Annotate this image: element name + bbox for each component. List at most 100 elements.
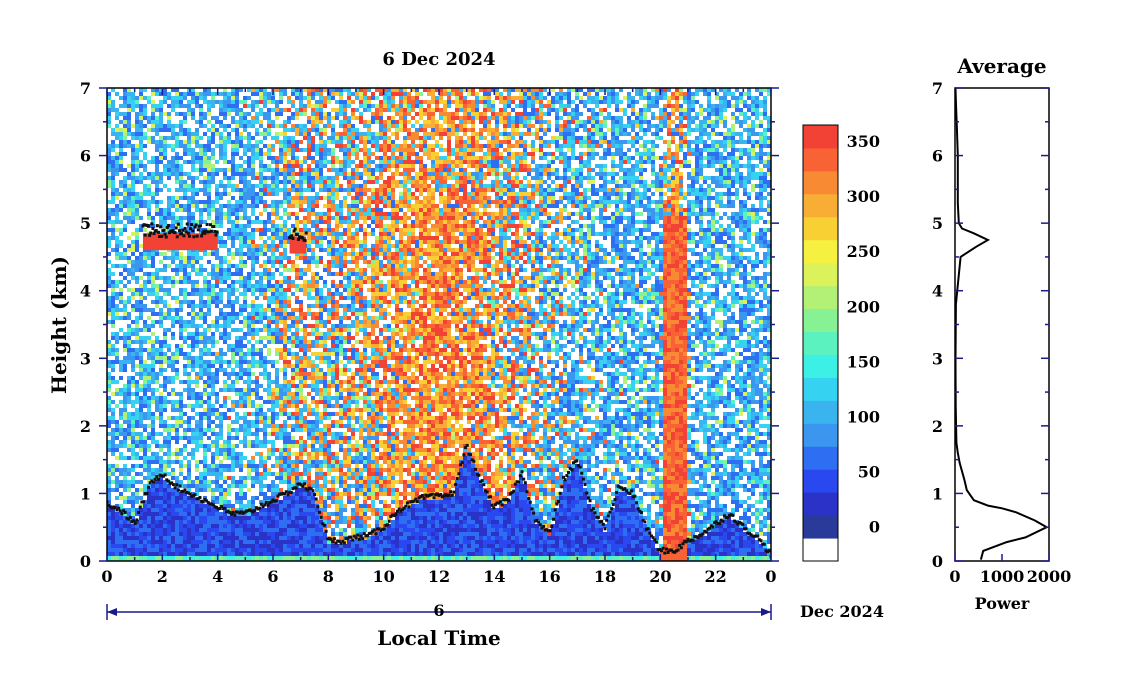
heatmap-cell <box>223 268 227 272</box>
heatmap-cell <box>107 528 111 532</box>
heatmap-cell <box>283 536 287 540</box>
heatmap-cell <box>195 336 199 340</box>
heatmap-cell <box>323 432 327 436</box>
heatmap-cell <box>287 316 291 320</box>
heatmap-cell <box>315 344 319 348</box>
heatmap-cell <box>135 324 139 328</box>
heatmap-cell <box>227 444 231 448</box>
heatmap-cell <box>235 188 239 192</box>
heatmap-cell <box>315 408 319 412</box>
heatmap-cell <box>295 500 299 504</box>
heatmap-cell <box>263 164 267 168</box>
heatmap-cell <box>215 316 219 320</box>
heatmap-cell <box>195 312 199 316</box>
heatmap-cell <box>123 536 127 540</box>
heatmap-cell <box>107 552 111 556</box>
heatmap-cell <box>239 224 243 228</box>
heatmap-cell <box>175 476 179 480</box>
heatmap-cell <box>195 400 199 404</box>
heatmap-cell <box>111 364 115 368</box>
heatmap-cell <box>139 512 143 516</box>
heatmap-cell <box>111 176 115 180</box>
heatmap-cell <box>299 536 303 540</box>
heatmap-cell <box>155 404 159 408</box>
heatmap-cell <box>271 248 275 252</box>
heatmap-cell <box>295 392 299 396</box>
heatmap-cell <box>155 480 159 484</box>
heatmap-cell <box>279 244 283 248</box>
heatmap-cell <box>115 112 119 116</box>
heatmap-cell <box>143 144 147 148</box>
heatmap-cell <box>319 324 323 328</box>
heatmap-cell <box>207 192 211 196</box>
heatmap-cell <box>143 136 147 140</box>
heatmap-cell <box>179 112 183 116</box>
heatmap-cell <box>215 536 219 540</box>
heatmap-cell <box>327 448 331 452</box>
heatmap-cell <box>267 388 271 392</box>
heatmap-cell <box>283 176 287 180</box>
heatmap-cell <box>279 312 283 316</box>
heatmap-cell <box>251 332 255 336</box>
heatmap-cell <box>167 204 171 208</box>
heatmap-cell <box>243 152 247 156</box>
heatmap-cell <box>195 292 199 296</box>
heatmap-cell <box>139 496 143 500</box>
heatmap-cell <box>283 156 287 160</box>
heatmap-cell <box>311 384 315 388</box>
heatmap-cell <box>303 228 307 232</box>
heatmap-cell <box>311 180 315 184</box>
heatmap-cell <box>315 288 319 292</box>
heatmap-cell <box>283 152 287 156</box>
heatmap-cell <box>203 352 207 356</box>
heatmap-cell <box>159 528 163 532</box>
heatmap-cell <box>191 496 195 500</box>
heatmap-cell <box>259 536 263 540</box>
heatmap-cell <box>199 416 203 420</box>
heatmap-cell <box>319 116 323 120</box>
heatmap-cell <box>299 472 303 476</box>
heatmap-cell <box>187 92 191 96</box>
heatmap-cell <box>279 396 283 400</box>
heatmap-cell <box>283 512 287 516</box>
heatmap-cell <box>195 152 199 156</box>
heatmap-cell <box>307 548 311 552</box>
heatmap-cell <box>127 92 131 96</box>
heatmap-cell <box>255 524 259 528</box>
heatmap-cell <box>303 440 307 444</box>
heatmap-cell <box>179 140 183 144</box>
heatmap-cell <box>187 176 191 180</box>
heatmap-cell <box>327 424 331 428</box>
heatmap-cell <box>279 320 283 324</box>
heatmap-cell <box>315 376 319 380</box>
heatmap-cell <box>259 480 263 484</box>
heatmap-cell <box>139 304 143 308</box>
heatmap-cell <box>279 508 283 512</box>
heatmap-cell <box>235 184 239 188</box>
heatmap-cell <box>287 364 291 368</box>
heatmap-cell <box>163 428 167 432</box>
heatmap-cell <box>319 168 323 172</box>
heatmap-cell <box>259 176 263 180</box>
heatmap-cell <box>139 372 143 376</box>
heatmap-cell <box>171 220 175 224</box>
heatmap-cell <box>131 416 135 420</box>
heatmap-cell <box>299 444 303 448</box>
heatmap-cell <box>107 484 111 488</box>
heatmap-cell <box>279 204 283 208</box>
heatmap-cell <box>243 236 247 240</box>
heatmap-cell <box>171 388 175 392</box>
heatmap-cell <box>287 196 291 200</box>
heatmap-cell <box>259 512 263 516</box>
heatmap-cell <box>319 388 323 392</box>
heatmap-cell <box>151 192 155 196</box>
heatmap-cell <box>155 300 159 304</box>
heatmap-cell <box>307 308 311 312</box>
heatmap-cell <box>299 356 303 360</box>
heatmap-cell <box>119 388 123 392</box>
heatmap-cell <box>315 528 319 532</box>
heatmap-cell <box>259 304 263 308</box>
heatmap-cell <box>175 456 179 460</box>
heatmap-cell <box>327 380 331 384</box>
heatmap-cell <box>327 264 331 268</box>
